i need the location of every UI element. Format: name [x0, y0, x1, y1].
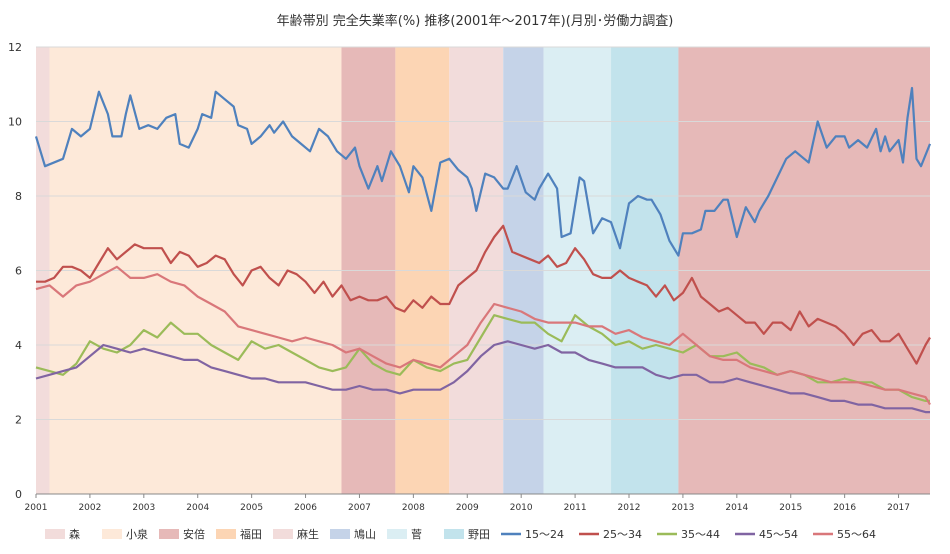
y-tick-label-6: 12 [8, 41, 22, 54]
x-tick-label-12: 2013 [671, 503, 694, 513]
legend-label-2: 安倍 [183, 527, 205, 541]
x-tick-label-8: 2009 [456, 503, 479, 513]
legend: 森 小泉 安倍 福田 麻生 鳩山 菅 野田 15～24 25～34 35～44 45～54 55～64 [45, 527, 876, 541]
y-tick-label-5: 10 [8, 116, 22, 129]
legend-label-4: 麻生 [297, 527, 319, 541]
legend-label-5: 鳩山 [354, 527, 376, 541]
legend-swatch-3 [216, 529, 236, 539]
legend-swatch-7 [444, 529, 464, 539]
x-tick-label-7: 2008 [402, 503, 425, 513]
legend-label-3: 福田 [240, 527, 262, 541]
x-tick-label-6: 2007 [348, 503, 371, 513]
y-tick-label-3: 6 [15, 265, 22, 278]
legend-label-9: 25～34 [603, 528, 642, 541]
x-tick-label-14: 2015 [779, 503, 802, 513]
x-tick-label-9: 2010 [510, 503, 533, 513]
y-tick-label-4: 8 [15, 190, 22, 203]
legend-label-7: 野田 [468, 528, 490, 541]
x-tick-label-1: 2002 [78, 503, 101, 513]
y-tick-label-2: 4 [15, 339, 22, 352]
x-tick-label-10: 2011 [564, 503, 587, 513]
legend-label-11: 45～54 [759, 528, 798, 541]
legend-label-1: 小泉 [126, 527, 148, 541]
axes: 0 2 4 6 8 10 12 2001 2002 2003 2004 2005 2006 2007 200… [8, 41, 930, 513]
series-line-1 [36, 224, 931, 365]
legend-swatch-4 [273, 529, 293, 539]
legend-label-8: 15～24 [525, 528, 564, 541]
series-line-3 [35, 340, 930, 414]
x-tick-label-11: 2012 [618, 503, 641, 513]
legend-swatch-5 [330, 529, 350, 539]
chart-title: 年齢帯別 完全失業率(%) 推移(2001年～2017年)(月別･労働力調査) [277, 13, 674, 29]
legend-swatch-0 [45, 529, 65, 539]
legend-swatch-6 [387, 529, 407, 539]
legend-label-0: 森 [69, 527, 80, 541]
y-tick-label-1: 2 [15, 414, 22, 427]
legend-label-10: 35～44 [681, 528, 720, 541]
series-lines [34, 86, 932, 414]
legend-label-12: 55～64 [837, 528, 876, 541]
legend-swatch-1 [102, 529, 122, 539]
x-tick-label-2: 2003 [132, 503, 155, 513]
x-tick-label-5: 2006 [294, 503, 317, 513]
series-line-0 [34, 86, 932, 257]
legend-swatch-2 [159, 529, 179, 539]
x-tick-label-0: 2001 [25, 503, 48, 513]
series-line-4 [35, 265, 931, 406]
x-tick-label-4: 2005 [240, 503, 263, 513]
x-tick-label-3: 2004 [186, 503, 209, 513]
x-tick-label-15: 2016 [833, 503, 856, 513]
y-tick-label-0: 0 [15, 488, 22, 501]
legend-label-6: 菅 [411, 528, 422, 541]
x-tick-label-16: 2017 [887, 503, 910, 513]
x-tick-label-13: 2014 [725, 503, 748, 513]
